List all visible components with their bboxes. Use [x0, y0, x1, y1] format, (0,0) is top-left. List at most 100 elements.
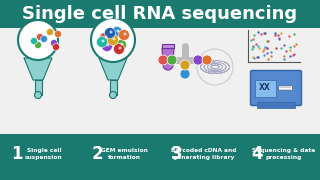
Point — [255, 56, 260, 59]
Circle shape — [124, 33, 126, 35]
Point — [276, 34, 281, 37]
Point — [261, 32, 267, 35]
Point — [291, 53, 296, 55]
Point — [272, 32, 277, 35]
Point — [266, 57, 271, 60]
Point — [250, 37, 255, 40]
Text: 4: 4 — [251, 145, 263, 163]
Circle shape — [105, 35, 108, 39]
Circle shape — [107, 44, 109, 46]
Text: Barcoded cDNA and
generating library: Barcoded cDNA and generating library — [171, 148, 237, 160]
Circle shape — [108, 35, 118, 46]
Bar — [0, 0, 320, 28]
Point — [249, 39, 254, 41]
Circle shape — [118, 30, 130, 40]
Circle shape — [101, 39, 105, 42]
FancyBboxPatch shape — [251, 71, 301, 105]
Bar — [0, 28, 320, 134]
Point — [273, 33, 278, 36]
Circle shape — [109, 30, 113, 33]
Point — [261, 48, 267, 51]
Point — [250, 46, 255, 48]
Circle shape — [46, 28, 53, 35]
Point — [262, 46, 268, 49]
Circle shape — [35, 91, 42, 98]
Point — [264, 47, 269, 50]
Circle shape — [100, 33, 110, 44]
Circle shape — [109, 91, 116, 98]
Point — [276, 38, 281, 40]
Point — [256, 31, 261, 34]
Circle shape — [52, 44, 60, 51]
Text: 3: 3 — [171, 145, 183, 163]
Polygon shape — [239, 134, 320, 176]
Point — [282, 43, 287, 46]
Circle shape — [30, 37, 37, 44]
Circle shape — [116, 30, 119, 33]
Point — [279, 31, 284, 34]
Circle shape — [36, 33, 44, 40]
Circle shape — [116, 39, 126, 51]
Text: XX: XX — [259, 84, 271, 93]
Circle shape — [158, 55, 168, 65]
Point — [250, 48, 255, 51]
Circle shape — [97, 37, 108, 48]
Point — [273, 47, 278, 50]
Circle shape — [118, 46, 122, 50]
Polygon shape — [99, 58, 127, 80]
Text: 1: 1 — [11, 145, 23, 163]
Circle shape — [180, 69, 190, 79]
Point — [250, 56, 255, 58]
Circle shape — [18, 20, 58, 60]
Polygon shape — [24, 58, 52, 80]
Circle shape — [54, 30, 61, 37]
Circle shape — [121, 42, 124, 46]
FancyBboxPatch shape — [254, 80, 276, 96]
Circle shape — [105, 28, 116, 39]
Point — [253, 43, 258, 46]
Circle shape — [51, 39, 58, 46]
Point — [277, 37, 282, 40]
Circle shape — [167, 55, 177, 65]
Bar — [257, 102, 295, 108]
Point — [265, 39, 270, 42]
Point — [262, 54, 267, 57]
Point — [251, 57, 256, 60]
Point — [265, 51, 270, 54]
Point — [282, 57, 287, 60]
Circle shape — [113, 37, 116, 40]
Point — [258, 32, 263, 35]
Text: GEM emulsion
formation: GEM emulsion formation — [100, 148, 148, 160]
Point — [264, 47, 269, 50]
Circle shape — [101, 40, 113, 51]
Circle shape — [91, 18, 135, 62]
Point — [269, 55, 274, 58]
Text: Sequencing & data
processing: Sequencing & data processing — [252, 148, 316, 160]
Text: Single cell RNA sequencing: Single cell RNA sequencing — [22, 5, 298, 23]
Point — [288, 54, 293, 57]
Point — [268, 50, 273, 53]
Text: 2: 2 — [91, 145, 103, 163]
Polygon shape — [162, 48, 174, 65]
Text: Single cell
suspension: Single cell suspension — [25, 148, 63, 160]
Point — [264, 40, 269, 43]
Point — [250, 45, 255, 48]
Circle shape — [197, 49, 233, 85]
Point — [284, 50, 289, 53]
Point — [256, 46, 261, 49]
Bar — [35, 80, 42, 95]
Point — [292, 44, 297, 47]
Polygon shape — [79, 134, 159, 176]
Point — [282, 55, 287, 57]
Point — [278, 47, 284, 50]
Circle shape — [41, 35, 47, 42]
Point — [255, 56, 260, 59]
Point — [263, 31, 268, 34]
Circle shape — [202, 55, 212, 65]
Bar — [162, 44, 174, 48]
Point — [293, 42, 298, 45]
Circle shape — [111, 26, 123, 37]
Circle shape — [180, 60, 190, 70]
Polygon shape — [0, 134, 80, 176]
Point — [292, 32, 297, 35]
